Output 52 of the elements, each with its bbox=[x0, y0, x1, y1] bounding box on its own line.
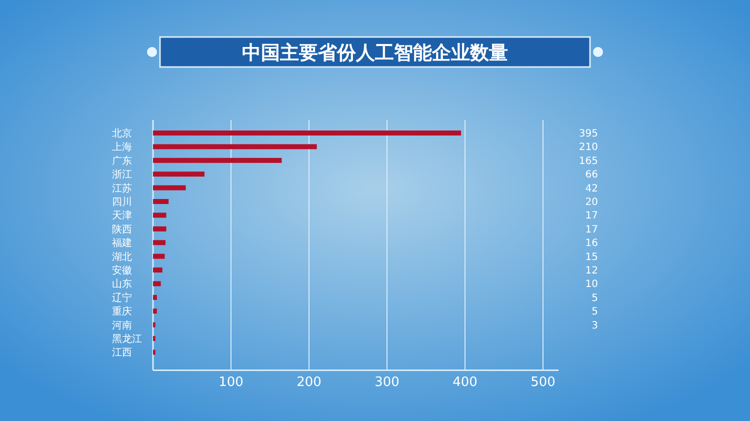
data-label: 395 bbox=[578, 128, 598, 140]
bar bbox=[153, 226, 166, 232]
x-tick-label: 300 bbox=[374, 375, 400, 390]
bar bbox=[153, 130, 462, 136]
y-tick-label: 河南 bbox=[112, 319, 132, 332]
x-tick-label: 500 bbox=[530, 375, 556, 390]
y-tick-label: 湖北 bbox=[112, 250, 132, 263]
data-label: 12 bbox=[585, 266, 598, 276]
y-tick-label: 上海 bbox=[112, 141, 132, 154]
chart-title: 中国主要省份人工智能企业数量 bbox=[242, 42, 508, 64]
data-label: 165 bbox=[578, 156, 598, 167]
bar bbox=[153, 254, 165, 259]
x-tick-label: 400 bbox=[452, 375, 478, 390]
y-tick-label: 黑龙江 bbox=[112, 333, 142, 345]
data-label: 66 bbox=[585, 170, 598, 181]
data-label: 15 bbox=[585, 252, 598, 263]
y-tick-label: 辽宁 bbox=[112, 292, 132, 304]
y-tick-label: 安徽 bbox=[112, 264, 132, 276]
data-label: 42 bbox=[585, 183, 598, 194]
data-label: 5 bbox=[592, 292, 598, 304]
y-tick-label: 浙江 bbox=[112, 168, 132, 181]
bar bbox=[153, 158, 282, 163]
y-tick-label: 陕西 bbox=[112, 223, 132, 236]
data-label: 210 bbox=[578, 142, 598, 154]
data-label: 20 bbox=[585, 197, 598, 208]
data-label: 16 bbox=[585, 238, 598, 250]
data-label: 10 bbox=[585, 279, 598, 290]
y-tick-label: 北京 bbox=[112, 128, 132, 140]
data-label: 17 bbox=[585, 210, 598, 222]
y-tick-label: 江苏 bbox=[112, 182, 132, 194]
bar bbox=[153, 268, 162, 272]
bar bbox=[153, 294, 157, 300]
bar bbox=[153, 281, 161, 286]
data-label: 5 bbox=[592, 306, 598, 318]
x-tick-label: 100 bbox=[218, 375, 244, 390]
bar bbox=[153, 144, 317, 150]
y-tick-label: 四川 bbox=[112, 196, 132, 208]
y-tick-label: 山东 bbox=[112, 278, 132, 290]
y-tick-label: 天津 bbox=[112, 210, 132, 222]
bar bbox=[153, 212, 166, 218]
bar bbox=[153, 308, 157, 314]
y-tick-label: 福建 bbox=[112, 237, 132, 250]
y-tick-label: 江西 bbox=[112, 346, 132, 359]
x-tick-label: 200 bbox=[296, 375, 322, 390]
data-label: 3 bbox=[592, 320, 598, 332]
y-tick-label: 广东 bbox=[112, 154, 132, 167]
bar bbox=[153, 185, 186, 190]
y-tick-label: 重庆 bbox=[112, 306, 132, 318]
data-label: 17 bbox=[585, 224, 598, 236]
bar bbox=[153, 172, 204, 177]
bar bbox=[153, 199, 169, 204]
bar bbox=[153, 240, 166, 246]
